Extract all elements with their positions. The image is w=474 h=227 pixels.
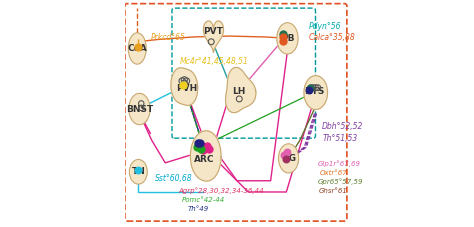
- Text: Dbh°52,52: Dbh°52,52: [322, 122, 363, 131]
- Point: [306, 86, 314, 89]
- Point: [312, 86, 319, 89]
- Text: PB: PB: [281, 34, 294, 43]
- Text: Oxtr°67: Oxtr°67: [320, 170, 348, 176]
- Point: [193, 145, 201, 149]
- Polygon shape: [191, 131, 221, 181]
- Point: [178, 79, 186, 83]
- Point: [179, 83, 187, 87]
- Polygon shape: [203, 21, 224, 52]
- Point: [203, 144, 210, 148]
- Point: [197, 148, 205, 151]
- Point: [137, 106, 145, 110]
- Point: [279, 32, 287, 36]
- Text: LH: LH: [233, 86, 246, 96]
- Text: PVH: PVH: [176, 84, 197, 93]
- Polygon shape: [304, 76, 328, 109]
- Text: Mc4r°41,45,48,51: Mc4r°41,45,48,51: [180, 57, 249, 67]
- Text: Th°49: Th°49: [188, 206, 210, 212]
- Text: Pdyn°56: Pdyn°56: [309, 22, 341, 31]
- Point: [199, 144, 206, 148]
- Point: [208, 40, 215, 44]
- Text: Glp1r°67,69: Glp1r°67,69: [317, 160, 360, 167]
- Text: Th°51,53: Th°51,53: [323, 134, 358, 143]
- Point: [280, 153, 288, 157]
- Ellipse shape: [128, 33, 146, 64]
- Text: ARC: ARC: [194, 155, 215, 164]
- Text: Calca°35,88: Calca°35,88: [308, 33, 355, 42]
- Point: [314, 86, 321, 89]
- Text: Prkcd°65: Prkcd°65: [151, 33, 185, 42]
- Point: [196, 141, 204, 144]
- Text: Sst°60,68: Sst°60,68: [155, 174, 193, 183]
- Polygon shape: [226, 67, 256, 113]
- Point: [134, 46, 142, 49]
- Point: [181, 81, 188, 85]
- Point: [279, 39, 287, 42]
- Text: TN: TN: [131, 167, 145, 176]
- Text: Pomc°42-44: Pomc°42-44: [182, 197, 225, 203]
- Point: [283, 150, 291, 153]
- Text: CeA: CeA: [128, 44, 147, 53]
- Point: [195, 144, 203, 148]
- Point: [282, 158, 290, 161]
- Point: [181, 78, 188, 82]
- Point: [200, 149, 207, 152]
- Text: Gpr65°57,59: Gpr65°57,59: [317, 178, 363, 185]
- Text: Ghsr°61: Ghsr°61: [319, 188, 348, 194]
- Point: [137, 102, 145, 105]
- Point: [135, 168, 142, 171]
- Text: PVT: PVT: [203, 27, 223, 36]
- Point: [205, 148, 213, 151]
- Ellipse shape: [129, 159, 147, 184]
- Point: [236, 97, 243, 101]
- Point: [183, 79, 191, 83]
- Text: NTS: NTS: [304, 86, 325, 96]
- Ellipse shape: [277, 23, 298, 54]
- Point: [310, 86, 317, 89]
- Point: [307, 86, 315, 89]
- Point: [305, 88, 312, 92]
- Point: [279, 35, 287, 39]
- Polygon shape: [171, 68, 198, 105]
- Ellipse shape: [279, 144, 299, 173]
- Ellipse shape: [129, 93, 150, 125]
- Text: Agrp°28,30,32,34-36,44: Agrp°28,30,32,34-36,44: [179, 188, 264, 194]
- Text: NG: NG: [281, 154, 296, 163]
- Text: BNST: BNST: [126, 104, 153, 114]
- Point: [194, 141, 201, 144]
